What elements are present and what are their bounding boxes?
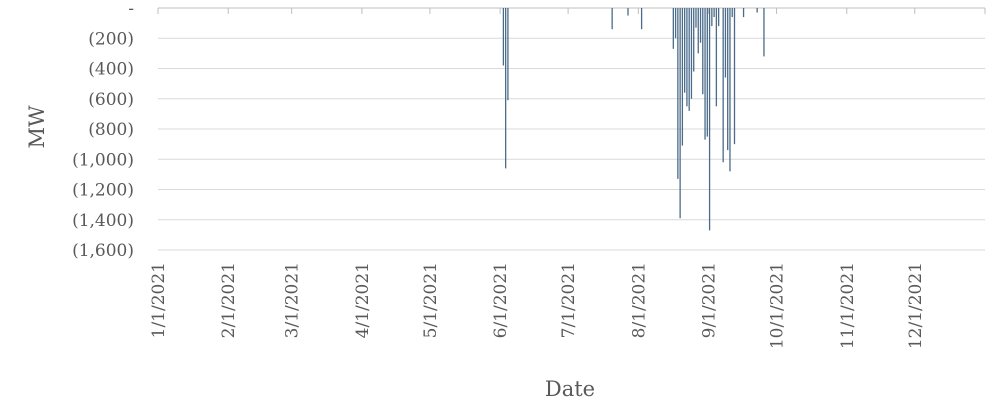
x-tick-label: 4/1/2021	[353, 262, 373, 338]
x-tick-label: 2/1/2021	[219, 262, 239, 338]
x-tick-label: 6/1/2021	[491, 262, 511, 338]
y-axis-ticks: - (200) (400) (600) (800) (1,000) (1,200) (1,40…	[72, 0, 134, 261]
x-tick-label: 3/1/2021	[283, 262, 303, 338]
y-tick-label: (400)	[88, 60, 134, 80]
bars	[502, 8, 765, 231]
y-tick-label: (200)	[88, 29, 134, 49]
y-tick-label: (1,200)	[72, 181, 134, 201]
x-tick-label: 12/1/2021	[906, 262, 926, 349]
x-tick-label: 7/1/2021	[559, 262, 579, 338]
y-tick-label: -	[128, 0, 134, 19]
y-tick-label: (1,400)	[72, 211, 134, 231]
x-tick-label: 1/1/2021	[149, 262, 169, 338]
y-tick-label: (800)	[88, 120, 134, 140]
y-axis-title: MW	[25, 105, 49, 149]
x-tick-label: 9/1/2021	[700, 262, 720, 338]
y-tick-label: (1,600)	[72, 241, 134, 261]
y-tick-label: (1,000)	[72, 150, 134, 170]
x-tick-label: 10/1/2021	[768, 262, 788, 349]
x-axis-ticks: 1/1/2021 2/1/2021 3/1/2021 4/1/2021 5/1/2021…	[149, 8, 986, 349]
x-tick-label: 11/1/2021	[838, 262, 858, 349]
x-tick-label: 5/1/2021	[421, 262, 441, 338]
gridlines	[158, 37, 985, 251]
y-tick-label: (600)	[88, 90, 134, 110]
x-tick-label: 8/1/2021	[629, 262, 649, 338]
x-axis-title: Date	[545, 377, 595, 401]
